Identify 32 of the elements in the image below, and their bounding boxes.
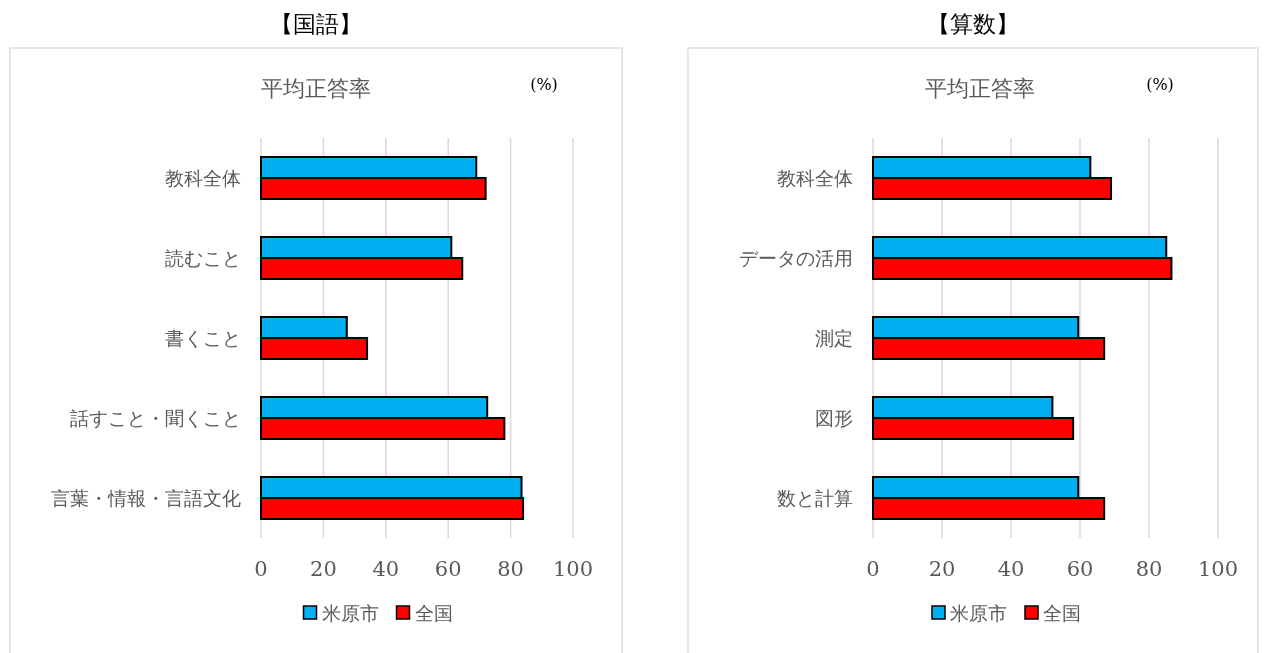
legend-label: 全国 (1043, 602, 1081, 624)
y-tick-label: 話すこと・聞くこと (70, 407, 241, 429)
y-tick-label: 読むこと (165, 247, 241, 269)
y-tick-label: 言葉・情報・言語文化 (51, 487, 241, 509)
x-tick-label: 80 (497, 557, 524, 581)
x-tick-label: 20 (310, 557, 337, 581)
x-tick-label: 0 (866, 557, 880, 581)
x-tick-label: 40 (372, 557, 400, 581)
chart-subtitle: 平均正答率 (261, 76, 371, 101)
legend-label: 米原市 (321, 602, 379, 624)
y-tick-label: 教科全体 (165, 167, 241, 189)
chart-subtitle: 平均正答率 (925, 76, 1035, 101)
x-tick-label: 0 (254, 557, 268, 581)
y-tick-label: 数と計算 (777, 487, 853, 509)
y-tick-label: 書くこと (165, 327, 241, 349)
x-tick-label: 80 (1135, 557, 1163, 581)
x-tick-label: 60 (1066, 557, 1094, 581)
x-tick-label: 100 (552, 557, 594, 581)
y-tick-label: 教科全体 (777, 167, 853, 189)
legend-label: 全国 (414, 602, 453, 624)
x-tick-label: 100 (1197, 557, 1239, 581)
x-tick-label: 40 (997, 557, 1025, 581)
chart-title: 【国語】 (270, 11, 362, 37)
y-tick-label: 測定 (815, 327, 853, 349)
x-tick-label: 60 (434, 557, 462, 581)
x-tick-label: 20 (928, 557, 956, 581)
y-tick-label: 図形 (815, 407, 853, 429)
text: (%) (530, 75, 558, 94)
y-tick-label: データの活用 (739, 247, 853, 269)
text: (%) (1146, 75, 1174, 94)
chart-title: 【算数】 (927, 11, 1019, 37)
legend-label: 米原市 (950, 602, 1007, 624)
